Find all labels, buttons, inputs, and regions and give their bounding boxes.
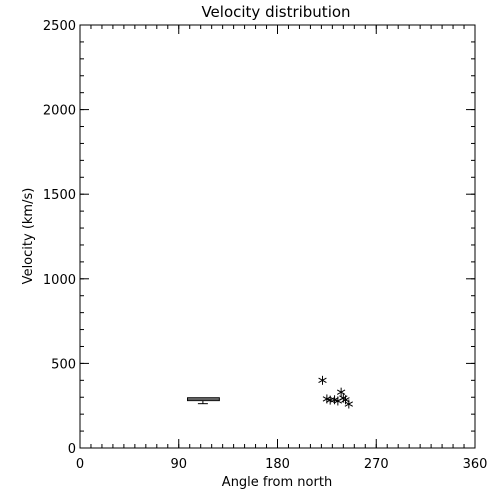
y-axis-label: Velocity (km/s) [21,188,36,285]
axis-ticks [79,24,476,449]
asterisk-marker-stroke [318,377,327,384]
x-tick-label: 180 [265,457,290,472]
chart-title: Velocity distribution [201,3,350,21]
asterisk-marker-stroke [344,401,353,407]
x-tick-label: 270 [364,457,389,472]
y-tick-label: 0 [68,442,76,457]
asterisk-marker-stroke [330,397,339,403]
y-tick-label: 1000 [43,273,76,288]
tick-labels: 0 90 180 270 360 0 500 1000 1500 2000 2500 [43,19,488,472]
y-tick-label: 2000 [43,104,76,119]
data-point [318,375,327,385]
data-points [318,375,353,409]
asterisk-marker-stroke [322,396,332,402]
asterisk-marker-stroke [336,389,346,395]
data-point [341,395,350,405]
x-axis-label: Angle from north [222,475,332,490]
box-plot [187,397,220,405]
asterisk-marker-stroke [341,397,350,403]
y-tick-label: 1500 [43,188,76,203]
data-point [344,399,353,409]
x-tick-label: 0 [76,457,84,472]
y-tick-label: 500 [51,357,76,372]
x-tick-label: 360 [463,457,488,472]
y-tick-label: 2500 [43,19,76,34]
x-tick-label: 90 [170,457,187,472]
